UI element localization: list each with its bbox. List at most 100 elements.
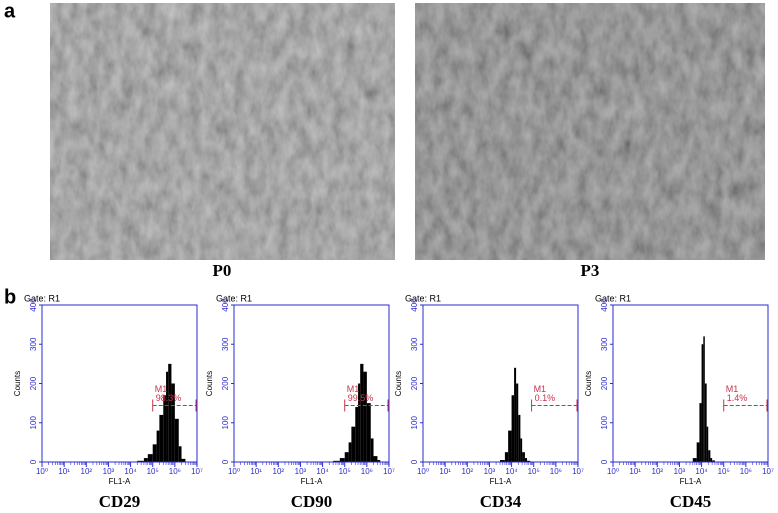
gate-name: M1 bbox=[726, 384, 739, 394]
x-tick-label: 10⁴ bbox=[505, 467, 518, 476]
plot-frame bbox=[233, 304, 390, 463]
panel-caption: CD45 bbox=[670, 492, 712, 511]
x-tick-label: 10⁶ bbox=[361, 467, 373, 476]
x-tick-label: 10³ bbox=[103, 467, 115, 476]
x-tick-label: 10⁶ bbox=[169, 467, 181, 476]
histogram-bar bbox=[344, 452, 349, 462]
histogram-bar bbox=[373, 456, 378, 462]
x-tick-label: 10⁴ bbox=[124, 467, 137, 476]
histogram-bar bbox=[504, 452, 509, 462]
histogram-bar bbox=[377, 460, 381, 462]
y-tick-label: 100 bbox=[29, 416, 38, 430]
histogram-bar bbox=[159, 414, 164, 462]
image-label: P0 bbox=[213, 261, 232, 280]
histogram-bar bbox=[168, 363, 172, 462]
y-tick-label: 400 bbox=[410, 298, 419, 312]
y-tick-label: 200 bbox=[410, 376, 419, 390]
y-tick-label: 400 bbox=[600, 298, 609, 312]
gate-percent: 1.4% bbox=[727, 393, 748, 403]
x-tick-label: 10¹ bbox=[250, 467, 262, 476]
y-tick-label: 200 bbox=[29, 376, 38, 390]
x-tick-label: 10³ bbox=[295, 467, 307, 476]
gate-percent: 98.3% bbox=[156, 393, 182, 403]
x-axis-label: FL1-A bbox=[490, 477, 512, 486]
panel-title: Gate: R1 bbox=[24, 293, 60, 303]
y-tick-label: 100 bbox=[410, 416, 419, 430]
x-tick-label: 10¹ bbox=[439, 467, 451, 476]
histogram-bar bbox=[701, 344, 704, 462]
histogram-bar bbox=[524, 458, 528, 462]
histogram-bar bbox=[514, 367, 517, 462]
histogram-bar bbox=[712, 460, 715, 462]
histogram-bar bbox=[171, 383, 175, 462]
x-tick-label: 10¹ bbox=[629, 467, 641, 476]
x-tick-label: 10⁰ bbox=[607, 467, 619, 476]
histogram-bar bbox=[499, 460, 505, 462]
y-tick-label: 200 bbox=[221, 376, 230, 390]
histogram-bar bbox=[333, 460, 340, 462]
histogram-bar bbox=[137, 460, 144, 462]
panel-caption: CD90 bbox=[291, 492, 333, 511]
y-tick-label: 400 bbox=[29, 298, 38, 312]
histogram-bar bbox=[147, 454, 153, 462]
y-tick-label: 300 bbox=[410, 337, 419, 351]
plot-frame bbox=[612, 304, 769, 463]
x-tick-label: 10⁷ bbox=[572, 467, 584, 476]
y-axis-label: Counts bbox=[394, 371, 403, 396]
panel-letter: a bbox=[4, 0, 16, 22]
y-tick-label: 300 bbox=[221, 337, 230, 351]
x-tick-label: 10⁶ bbox=[550, 467, 562, 476]
x-tick-label: 10⁰ bbox=[228, 467, 240, 476]
gate-name: M1 bbox=[155, 384, 168, 394]
y-tick-label: 0 bbox=[410, 459, 419, 464]
panel-letter: b bbox=[4, 286, 16, 308]
histogram-bar bbox=[174, 418, 179, 462]
gate-percent: 99.5% bbox=[348, 393, 374, 403]
histogram-bar bbox=[355, 407, 359, 462]
x-axis-label: FL1-A bbox=[109, 477, 131, 486]
x-tick-label: 10⁵ bbox=[528, 467, 540, 476]
x-tick-label: 10⁴ bbox=[695, 467, 708, 476]
x-tick-label: 10⁷ bbox=[383, 467, 395, 476]
y-tick-label: 0 bbox=[600, 459, 609, 464]
histogram-bar bbox=[166, 371, 169, 462]
y-tick-label: 200 bbox=[600, 376, 609, 390]
x-tick-label: 10⁵ bbox=[147, 467, 159, 476]
histogram-bar bbox=[699, 403, 702, 462]
plot-frame bbox=[41, 304, 198, 463]
gate-percent: 0.1% bbox=[535, 393, 556, 403]
histogram-bar bbox=[527, 460, 531, 462]
histogram-bar bbox=[363, 371, 367, 462]
image-label: P3 bbox=[581, 261, 600, 280]
histogram-bar bbox=[152, 444, 157, 462]
panel-title: Gate: R1 bbox=[405, 293, 441, 303]
histogram-bar bbox=[339, 458, 345, 462]
y-tick-label: 300 bbox=[600, 337, 609, 351]
panel-title: Gate: R1 bbox=[595, 293, 631, 303]
x-tick-label: 10¹ bbox=[58, 467, 70, 476]
histogram-bar bbox=[178, 446, 182, 462]
gate-name: M1 bbox=[534, 384, 547, 394]
histogram-bar bbox=[511, 395, 515, 462]
panel-title: Gate: R1 bbox=[216, 293, 252, 303]
histogram-bar bbox=[710, 458, 713, 462]
x-tick-label: 10⁷ bbox=[191, 467, 203, 476]
histogram-bar bbox=[351, 426, 356, 462]
x-tick-label: 10⁰ bbox=[36, 467, 48, 476]
y-tick-label: 100 bbox=[221, 416, 230, 430]
histogram-bar bbox=[516, 383, 519, 462]
histogram-bar bbox=[181, 458, 186, 462]
y-tick-label: 100 bbox=[600, 416, 609, 430]
y-tick-label: 0 bbox=[29, 459, 38, 464]
x-tick-label: 10³ bbox=[674, 467, 686, 476]
x-tick-label: 10² bbox=[81, 467, 93, 476]
y-tick-label: 400 bbox=[221, 298, 230, 312]
y-tick-label: 0 bbox=[221, 459, 230, 464]
panel-caption: CD34 bbox=[480, 492, 522, 511]
x-tick-label: 10² bbox=[273, 467, 285, 476]
histogram-bar bbox=[360, 363, 364, 462]
histogram-bar bbox=[708, 450, 711, 462]
histogram-bar bbox=[508, 430, 512, 462]
histogram-bar bbox=[706, 426, 709, 462]
